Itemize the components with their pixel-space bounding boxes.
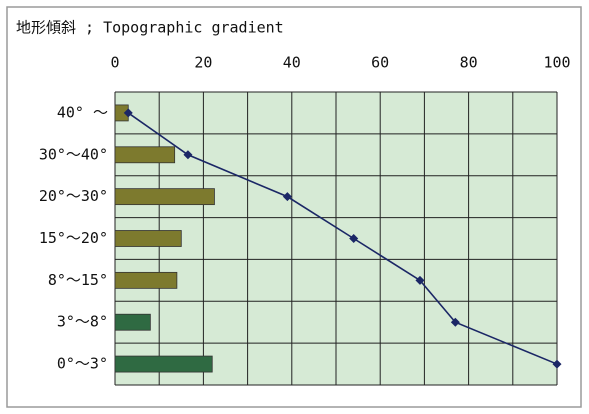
x-tick-label: 60 [371, 54, 389, 72]
line-marker [450, 317, 460, 327]
line-marker [415, 275, 425, 285]
line-marker [183, 150, 193, 160]
line-marker [282, 192, 292, 202]
y-tick-label: 20°～30° [39, 187, 108, 205]
y-tick-label: 30°～40° [39, 145, 108, 163]
bar [114, 271, 178, 289]
line-marker [552, 359, 562, 369]
y-tick-label: 3°～8° [57, 313, 108, 331]
bar [114, 230, 182, 247]
x-tick-label: 40 [283, 54, 301, 72]
bar [114, 188, 215, 206]
x-tick-label: 80 [460, 54, 478, 72]
x-tick-label: 100 [543, 54, 570, 72]
y-tick-label: 40° ～ [57, 103, 108, 121]
chart-title: 地形傾斜 ; Topographic gradient [16, 19, 284, 37]
x-tick-label: 0 [110, 54, 119, 72]
line-marker [349, 234, 359, 243]
y-tick-label: 15°～20° [39, 229, 108, 247]
bar [114, 355, 213, 373]
bar [114, 313, 151, 331]
line-marker [123, 108, 133, 118]
y-tick-label: 0°～3° [57, 355, 108, 373]
bar [114, 146, 176, 164]
x-tick-label: 20 [194, 54, 212, 72]
y-tick-label: 8°～15° [48, 271, 108, 289]
